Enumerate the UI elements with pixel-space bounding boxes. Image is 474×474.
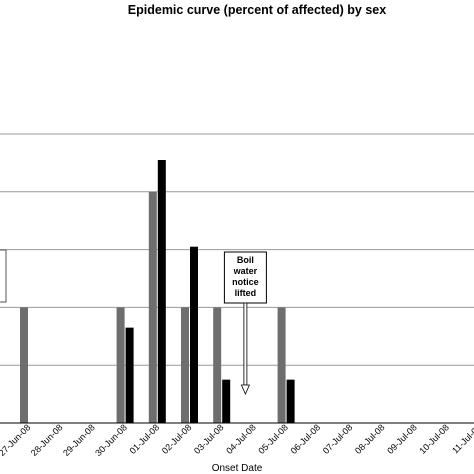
bar: [190, 246, 198, 423]
x-tick-label: 27-Jun-08: [0, 422, 32, 458]
x-tick-labels: 27-Jun-0828-Jun-0829-Jun-0830-Jun-0801-J…: [0, 422, 474, 458]
bar: [277, 307, 286, 423]
annotation-line: Boil: [237, 255, 254, 265]
legend-box-fragment: [0, 249, 7, 303]
bar: [157, 160, 166, 423]
x-tick-label: 02-Jul-08: [160, 422, 194, 456]
x-tick-label: 06-Jul-08: [289, 422, 323, 456]
x-tick-label: 09-Jul-08: [385, 422, 419, 456]
x-tick-label: 28-Jun-08: [29, 422, 65, 458]
x-tick-label: 30-Jun-08: [93, 422, 129, 458]
x-tick-label: 29-Jun-08: [61, 422, 97, 458]
bar: [116, 307, 125, 423]
bar: [148, 191, 157, 423]
x-tick-label: 11-Jul-08: [450, 422, 474, 455]
bar: [20, 307, 28, 423]
bar: [222, 379, 231, 423]
x-tick-label: 01-Jul-08: [128, 422, 162, 456]
x-tick-label: 04-Jul-08: [224, 422, 258, 456]
annotation-line: notice: [232, 277, 259, 287]
x-tick-label: 07-Jul-08: [321, 422, 355, 456]
bar: [286, 379, 295, 423]
annotation-arrow-shaft: [243, 302, 248, 386]
x-axis-title: Onset Date: [212, 463, 263, 474]
chart-title: Epidemic curve (percent of affected) by …: [128, 3, 386, 17]
annotation-line: lifted: [235, 288, 257, 298]
x-tick-label: 05-Jul-08: [256, 422, 290, 456]
bar: [181, 307, 189, 423]
gridlines: [0, 133, 474, 366]
x-tick-label: 10-Jul-08: [417, 422, 451, 456]
x-tick-label: 08-Jul-08: [353, 422, 387, 456]
bars: [20, 160, 295, 423]
bar: [125, 327, 134, 423]
annotation-line: water: [233, 266, 258, 276]
x-tick-label: 03-Jul-08: [192, 422, 226, 456]
annotation-arrow-head: [240, 384, 251, 395]
bar: [213, 307, 222, 423]
